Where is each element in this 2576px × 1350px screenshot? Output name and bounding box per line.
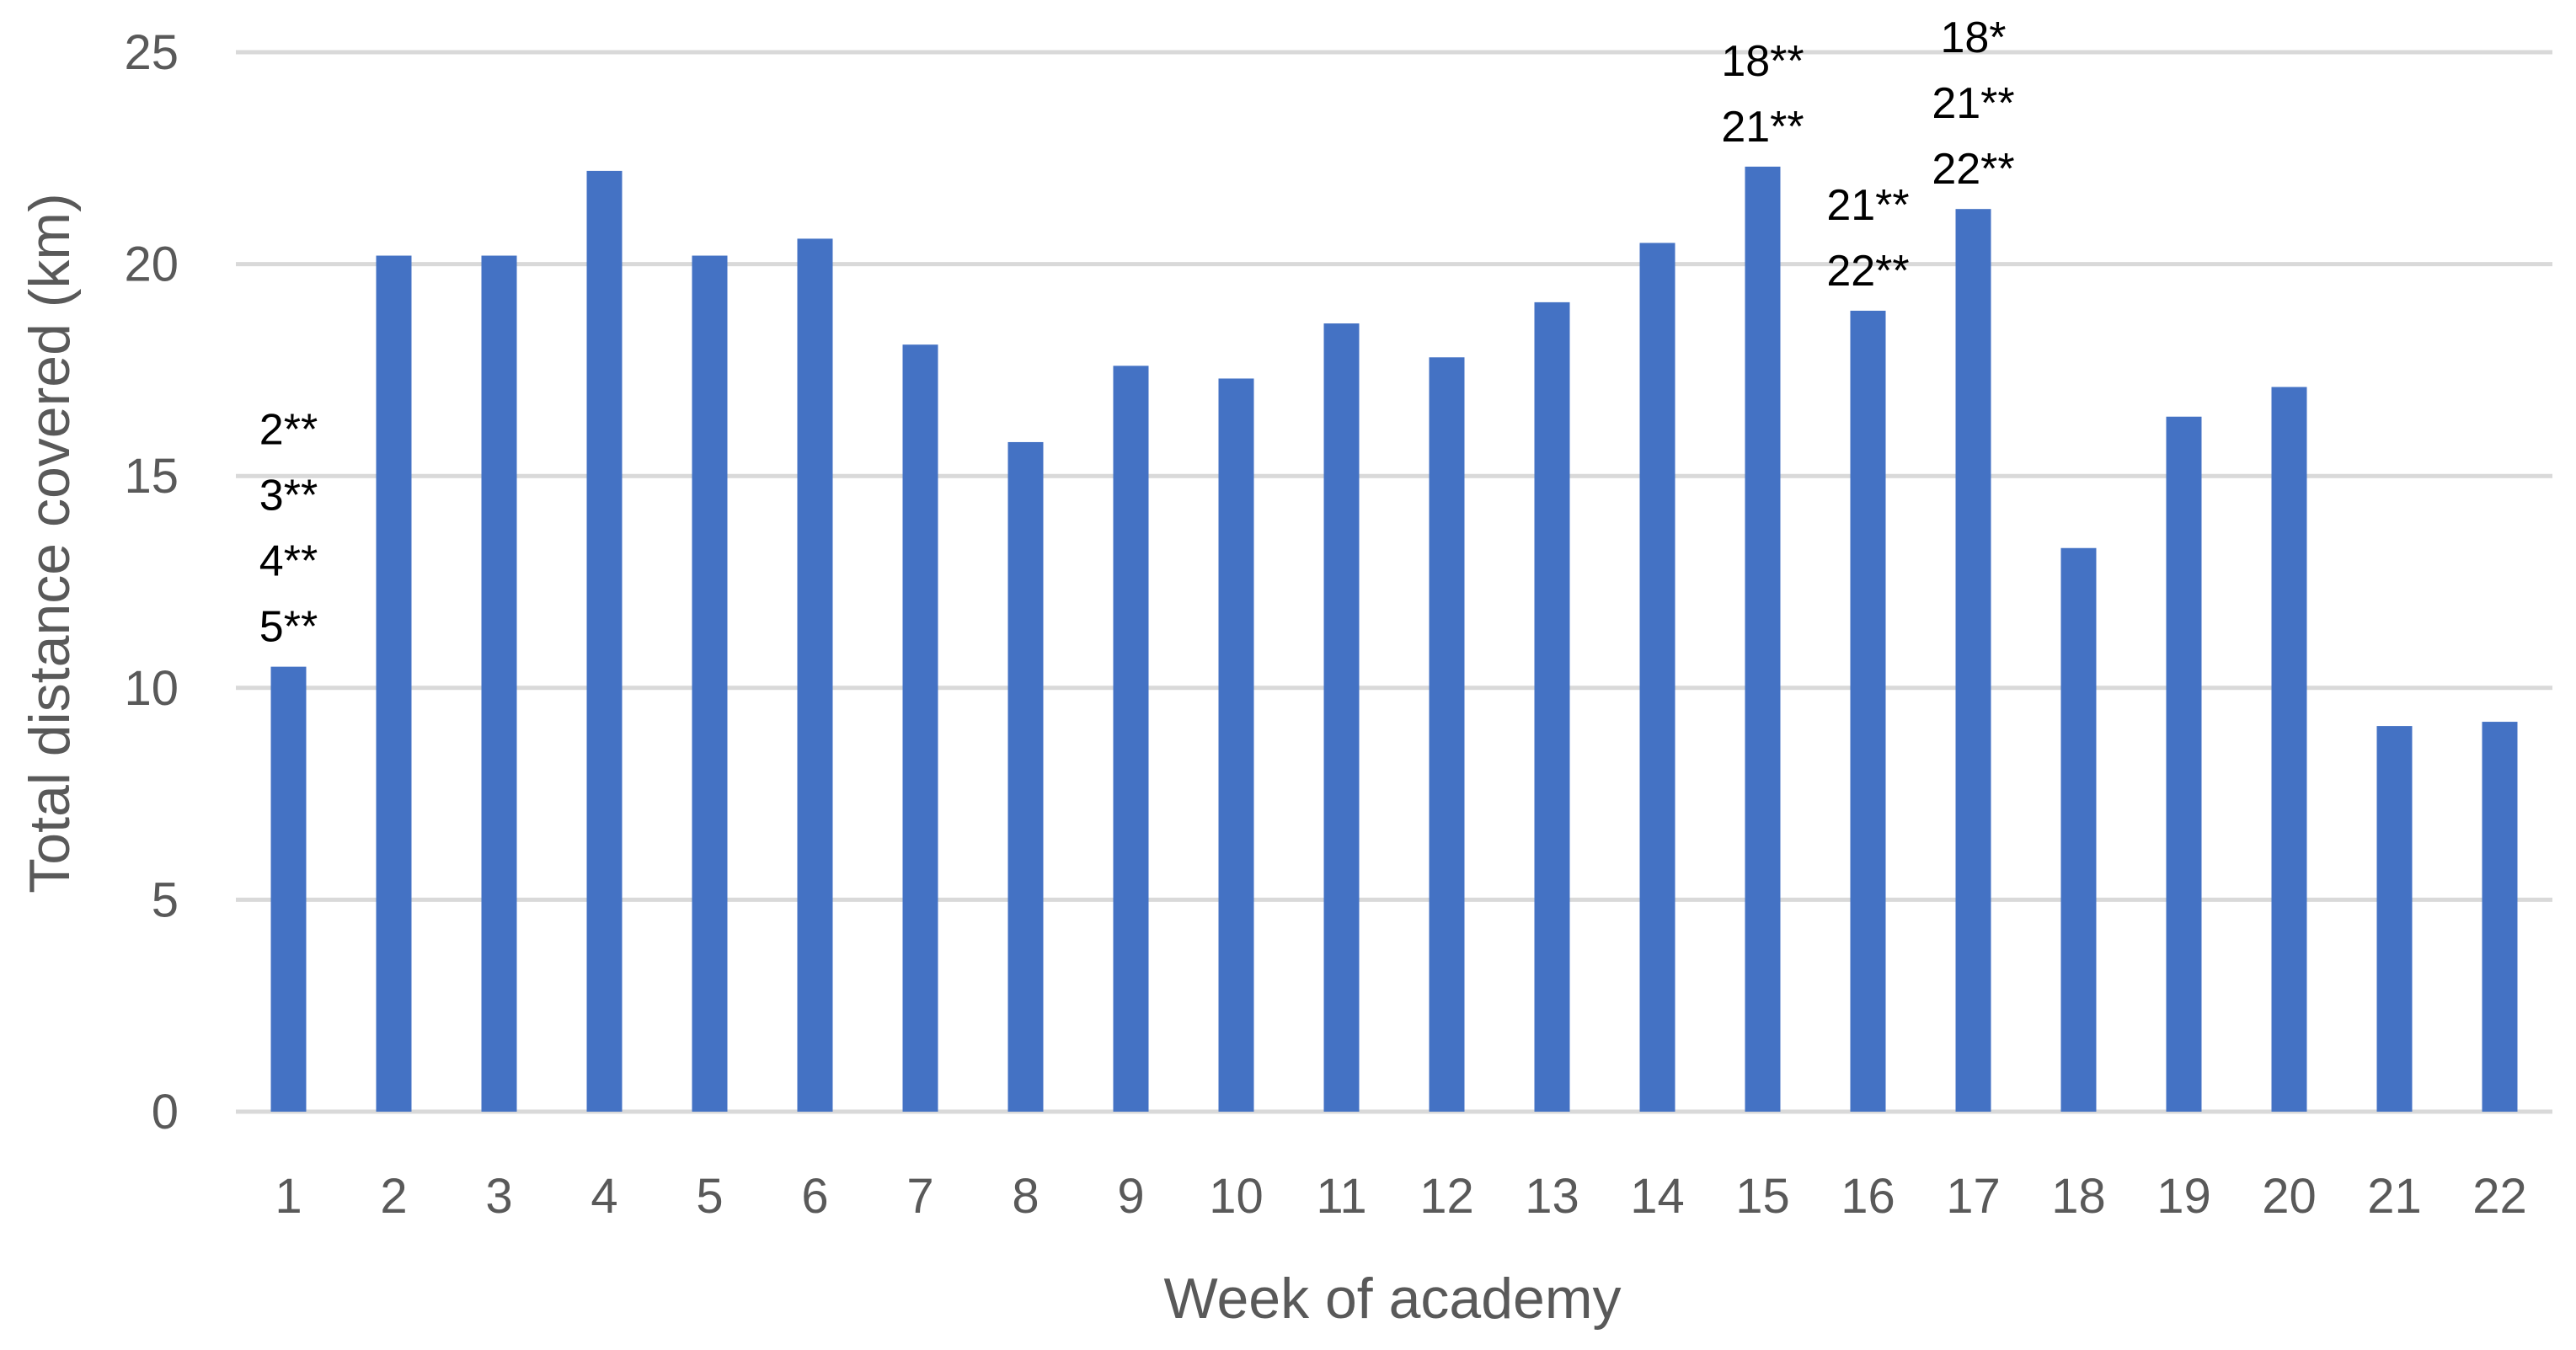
annotation-week-16-2: 22**	[1826, 247, 1909, 296]
annotation-week-1-2: 3**	[259, 472, 318, 520]
x-tick-label-3: 3	[485, 1169, 512, 1224]
y-tick-label-20: 20	[124, 237, 179, 292]
bar-week-17	[1955, 209, 1991, 1113]
bar-week-10	[1218, 378, 1254, 1112]
annotation-week-15-2: 21**	[1721, 103, 1804, 152]
x-tick-label-1: 1	[275, 1169, 302, 1224]
x-tick-label-19: 19	[2156, 1169, 2211, 1224]
bar-week-11	[1323, 323, 1360, 1113]
bars	[270, 166, 2518, 1113]
bar-week-19	[2166, 416, 2202, 1112]
x-tick-label-14: 14	[1630, 1169, 1685, 1224]
y-tick-label-15: 15	[124, 449, 179, 504]
x-tick-label-7: 7	[906, 1169, 933, 1224]
y-tick-label-0: 0	[152, 1085, 179, 1139]
annotation-week-1-1: 2**	[259, 406, 318, 455]
x-axis-title: Week of academy	[1163, 1267, 1621, 1331]
x-tick-label-11: 11	[1316, 1169, 1366, 1224]
y-axis-tick-labels: 0 5 10 15 20 25	[124, 25, 179, 1139]
bar-week-8	[1007, 441, 1044, 1112]
annotation-week-17-3: 22**	[1932, 145, 2014, 194]
annotation-week-1-3: 4**	[259, 537, 318, 586]
bar-week-20	[2271, 387, 2307, 1112]
x-tick-label-6: 6	[801, 1169, 828, 1224]
x-tick-label-4: 4	[591, 1169, 617, 1224]
gridlines	[236, 50, 2552, 1114]
bar-week-7	[902, 344, 938, 1112]
x-tick-label-10: 10	[1209, 1169, 1264, 1224]
bar-week-15	[1745, 166, 1781, 1112]
x-tick-label-15: 15	[1735, 1169, 1790, 1224]
x-axis-tick-labels: 1 2 3 4 5 6 7 8 9 10 11 12 13 14 15 16 17 18 19 20 21 22	[275, 1169, 2526, 1224]
y-tick-label-10: 10	[124, 661, 179, 716]
annotation-week-17-1: 18*	[1940, 13, 2006, 62]
x-tick-label-17: 17	[1946, 1169, 2001, 1224]
x-tick-label-8: 8	[1012, 1169, 1039, 1224]
y-tick-label-25: 25	[124, 25, 179, 80]
bar-week-1	[270, 666, 307, 1112]
bar-week-22	[2482, 722, 2518, 1112]
bar-week-3	[481, 255, 517, 1112]
significance-annotations: 2** 3** 4** 5** 18** 21** 21** 22** 18* 21** 22**	[259, 13, 2015, 651]
bar-week-9	[1113, 366, 1149, 1112]
x-tick-label-5: 5	[696, 1169, 723, 1224]
annotation-week-17-2: 21**	[1932, 79, 2014, 128]
x-tick-label-12: 12	[1419, 1169, 1474, 1224]
bar-week-14	[1639, 243, 1675, 1113]
annotation-week-1-4: 5**	[259, 603, 318, 652]
x-tick-label-20: 20	[2262, 1169, 2317, 1224]
bar-week-13	[1534, 301, 1570, 1112]
y-tick-label-5: 5	[152, 872, 179, 927]
bar-week-6	[797, 238, 833, 1113]
bar-week-18	[2060, 547, 2097, 1112]
x-tick-label-22: 22	[2472, 1169, 2527, 1224]
x-tick-label-21: 21	[2367, 1169, 2422, 1224]
bar-week-16	[1850, 310, 1886, 1112]
bar-week-21	[2376, 726, 2413, 1112]
annotation-week-15-1: 18**	[1721, 37, 1804, 86]
x-tick-label-2: 2	[380, 1169, 407, 1224]
x-tick-label-16: 16	[1841, 1169, 1895, 1224]
bar-week-2	[376, 255, 412, 1112]
bar-week-4	[586, 170, 623, 1112]
bar-week-5	[692, 255, 728, 1112]
bar-week-12	[1429, 357, 1465, 1113]
x-tick-label-9: 9	[1117, 1169, 1144, 1224]
y-axis-title: Total distance covered (km)	[18, 193, 82, 893]
annotation-week-16-1: 21**	[1826, 181, 1909, 230]
x-tick-label-13: 13	[1525, 1169, 1579, 1224]
x-tick-label-18: 18	[2051, 1169, 2106, 1224]
